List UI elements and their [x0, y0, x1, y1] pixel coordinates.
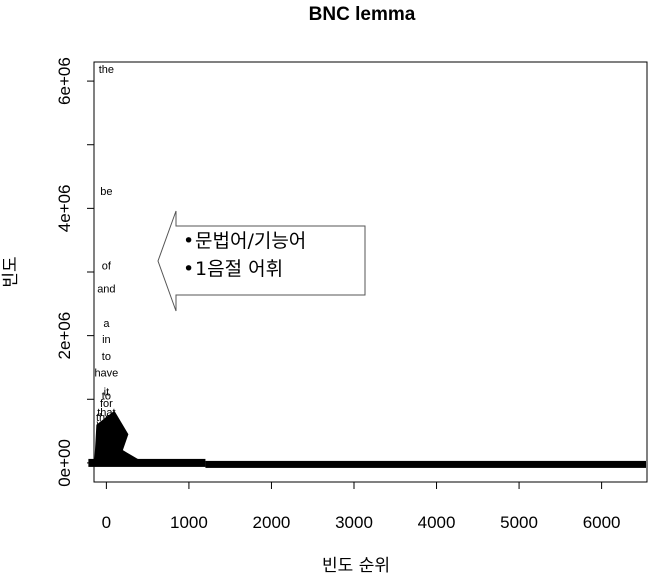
data-point-label: a — [103, 318, 110, 330]
data-point-label: to — [102, 390, 111, 402]
y-tick-label: 0e+00 — [55, 439, 74, 487]
x-tick-label: 0 — [102, 513, 111, 532]
y-axis: 0e+00 2e+06 4e+06 6e+06 — [55, 57, 94, 487]
data-point-label: they — [96, 412, 117, 424]
x-axis: 0 1000 2000 3000 4000 5000 6000 — [102, 482, 621, 532]
top-rank-cluster — [94, 410, 140, 461]
callout-item-2: 1음절 어휘 — [195, 258, 283, 280]
x-tick-label: 4000 — [418, 513, 456, 532]
callout-bullet-2: • — [183, 258, 194, 280]
data-point-label: with — [96, 418, 117, 430]
data-point-label: and — [97, 284, 115, 296]
y-tick-label: 4e+06 — [55, 184, 74, 232]
x-tick-label: 5000 — [500, 513, 538, 532]
x-tick-label: 3000 — [335, 513, 373, 532]
data-point-label: that — [97, 407, 115, 419]
y-tick-label: 2e+06 — [55, 312, 74, 360]
x-axis-label: 빈도 순위 — [322, 556, 390, 576]
data-point-label: have — [94, 368, 118, 380]
x-tick-label: 2000 — [253, 513, 291, 532]
x-tick-label: 6000 — [583, 513, 621, 532]
data-point-label: of — [102, 261, 112, 273]
callout-item-1: 문법어/기능어 — [195, 230, 306, 252]
callout: • 문법어/기능어 • 1음절 어휘 — [157, 210, 366, 312]
data-point-label: for — [100, 398, 113, 410]
y-tick-label: 6e+06 — [55, 57, 74, 105]
data-point-label: be — [100, 186, 112, 198]
data-tail — [88, 410, 647, 468]
chart-title: BNC lemma — [309, 4, 416, 25]
callout-arrow-box — [157, 210, 366, 312]
tail-band-lower — [205, 460, 647, 468]
data-point-label: to — [102, 351, 111, 363]
callout-bullet-1: • — [183, 230, 194, 252]
data-point-label: it — [104, 387, 110, 399]
data-point-label: in — [102, 334, 111, 346]
data-point-label: the — [99, 64, 114, 76]
x-tick-label: 1000 — [170, 513, 208, 532]
y-axis-label: 빈도 — [1, 256, 21, 287]
tail-band-upper — [88, 458, 206, 467]
